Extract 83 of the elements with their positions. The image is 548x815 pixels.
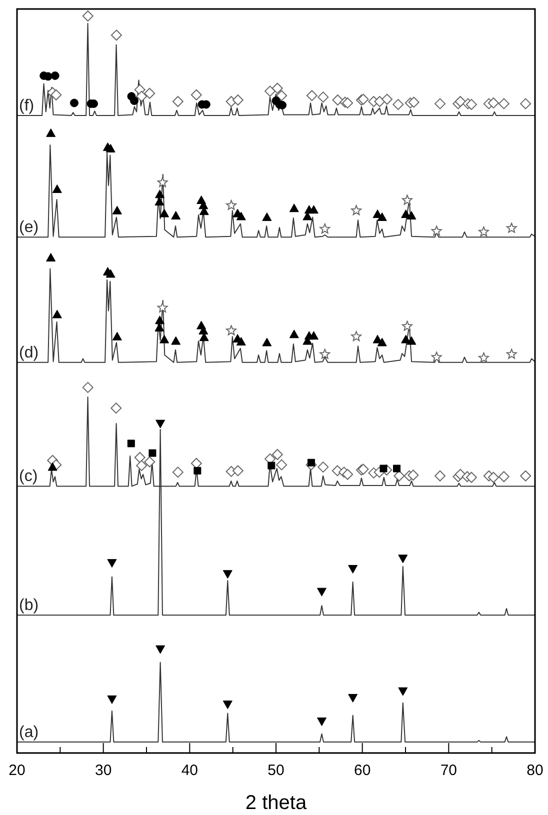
point [226, 200, 237, 210]
point [106, 144, 116, 152]
point [289, 204, 299, 212]
point [289, 330, 299, 338]
point [317, 588, 327, 596]
point [160, 334, 170, 344]
x-tick-label: 60 [354, 762, 371, 779]
point [171, 210, 181, 220]
point [112, 206, 122, 214]
point [155, 316, 165, 324]
series-label: (e) [19, 219, 39, 236]
point [236, 212, 246, 220]
point [130, 96, 138, 105]
point [506, 222, 517, 233]
point [406, 210, 416, 220]
point [160, 208, 170, 218]
point [377, 338, 387, 346]
point [431, 226, 442, 236]
point [46, 128, 56, 137]
point [351, 331, 362, 342]
point [398, 554, 408, 564]
point [478, 352, 489, 363]
point [194, 466, 202, 474]
point [107, 559, 117, 568]
series-label: (c) [19, 468, 38, 486]
point [402, 194, 412, 205]
point [262, 212, 272, 221]
point [52, 310, 62, 318]
point [431, 352, 442, 362]
point [222, 570, 232, 579]
point [154, 323, 164, 332]
point [402, 320, 412, 331]
point [156, 645, 166, 654]
x-tick-label: 50 [268, 762, 284, 779]
point [148, 449, 156, 457]
point [380, 464, 388, 472]
point [348, 694, 358, 702]
point [406, 336, 416, 345]
point [155, 190, 165, 198]
point [127, 440, 135, 448]
point [398, 687, 408, 696]
point [307, 458, 315, 466]
x-tick-label: 30 [94, 762, 112, 779]
point [348, 565, 358, 574]
x-tick-label: 80 [526, 762, 544, 779]
point [70, 98, 78, 108]
point [52, 184, 62, 193]
point [393, 464, 401, 472]
point [50, 71, 60, 80]
point [46, 252, 56, 262]
point [317, 718, 327, 726]
series-label: (b) [19, 597, 39, 614]
point [236, 337, 246, 346]
point [154, 196, 164, 206]
point [377, 212, 387, 221]
point [156, 420, 166, 428]
x-axis-title: 2 theta [245, 792, 308, 814]
point [478, 226, 489, 236]
x-tick-label: 70 [440, 762, 458, 779]
series-label: (d) [19, 344, 39, 362]
point [222, 700, 232, 710]
point [320, 223, 330, 234]
x-tick-label: 40 [181, 762, 198, 779]
x-tick-label: 20 [8, 762, 26, 779]
point [107, 695, 117, 704]
point [308, 331, 318, 340]
point [171, 336, 181, 345]
point [506, 348, 517, 359]
point [106, 269, 116, 278]
point [302, 212, 312, 220]
point [320, 348, 330, 359]
point [226, 325, 237, 336]
point [112, 332, 122, 340]
series-label: (a) [19, 724, 39, 741]
point [268, 462, 276, 470]
point [157, 302, 168, 312]
point [199, 332, 209, 342]
point [262, 338, 272, 346]
point [48, 462, 58, 471]
series-label: (f) [19, 97, 34, 114]
point [157, 177, 168, 188]
point [308, 205, 318, 214]
point [351, 205, 362, 216]
